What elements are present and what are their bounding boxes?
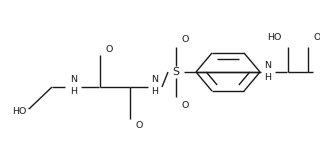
Text: H: H <box>151 87 158 97</box>
Text: N: N <box>265 60 271 69</box>
Text: S: S <box>172 67 180 77</box>
Text: H: H <box>70 87 77 97</box>
Text: N: N <box>70 76 77 84</box>
Text: H: H <box>265 73 271 82</box>
Text: O: O <box>313 34 320 42</box>
Text: O: O <box>181 35 188 43</box>
Text: O: O <box>135 121 142 130</box>
Text: O: O <box>105 44 112 54</box>
Text: N: N <box>151 76 158 84</box>
Text: O: O <box>181 101 188 109</box>
Text: HO: HO <box>12 107 26 116</box>
Text: HO: HO <box>268 34 282 42</box>
